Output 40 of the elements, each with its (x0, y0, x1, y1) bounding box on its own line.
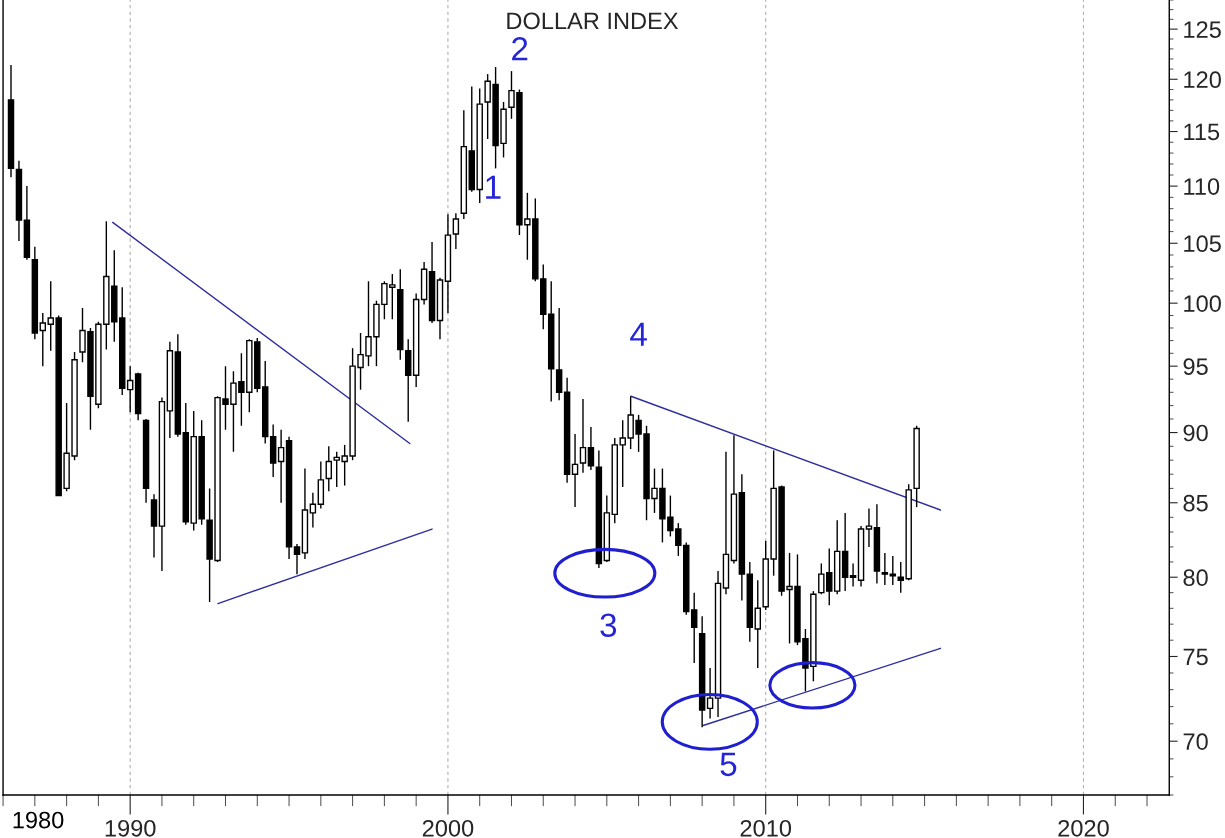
candlestick (849, 562, 857, 588)
chart-title: DOLLAR INDEX (507, 12, 679, 30)
annotation: 4 (630, 322, 647, 346)
candlestick (881, 552, 889, 586)
candlestick (690, 591, 698, 664)
candlestick (277, 429, 285, 504)
y-tick-label: 125 (1184, 21, 1221, 38)
y-tick-label: 95 (1183, 358, 1208, 375)
y-tick-label: 100 (1184, 295, 1221, 312)
y-tick-label: 85 (1183, 494, 1208, 512)
candlestick (555, 307, 563, 401)
candlestick (889, 555, 897, 586)
y-tick-label: 90 (1183, 424, 1208, 442)
annotation: 1 (486, 175, 501, 199)
x-tick-label: 2020 (1058, 819, 1109, 837)
y-tick-label: 110 (1184, 178, 1220, 195)
x-tick-label: 1990 (105, 819, 156, 837)
y-tick-label: 80 (1183, 569, 1208, 587)
candlestick (571, 433, 579, 508)
x-tick-label: 2000 (422, 819, 474, 837)
candlestick (587, 426, 595, 471)
candlestick (754, 579, 761, 669)
y-tick-label: 75 (1183, 648, 1208, 666)
y-tick-label: 120 (1184, 71, 1221, 89)
candlestick (706, 667, 714, 720)
candlestick (309, 492, 317, 529)
candlestick (293, 543, 301, 575)
annotation: 3 (600, 613, 617, 638)
y-tick-label: 105 (1184, 235, 1221, 253)
x-tick-label: 2010 (740, 819, 792, 837)
y-tick-label: 115 (1184, 123, 1220, 141)
candlestick (579, 398, 587, 474)
candlestick (126, 365, 134, 413)
annotation: 5 (720, 752, 737, 777)
text: 1980 (13, 811, 64, 829)
candlestick (452, 212, 460, 250)
candlestick (325, 445, 333, 492)
y-tick-label: 70 (1183, 733, 1208, 750)
annotation: 2 (512, 37, 528, 61)
candlestick (865, 507, 873, 548)
